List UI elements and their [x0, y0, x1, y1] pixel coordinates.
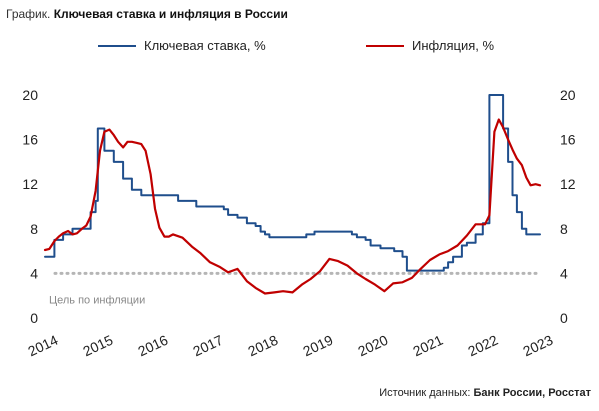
source-note: Источник данных: Банк России, Росстат: [379, 387, 591, 399]
y-tick-right: 4: [560, 265, 568, 281]
x-tick: 2015: [80, 332, 115, 360]
source-prefix: Источник данных:: [379, 387, 471, 399]
source-names: Банк России, Росстат: [473, 387, 591, 399]
y-tick-right: 12: [560, 176, 576, 192]
x-tick: 2021: [410, 332, 445, 360]
x-tick: 2014: [25, 332, 60, 360]
legend-label-inflation: Инфляция, %: [412, 38, 495, 53]
x-tick: 2023: [520, 332, 555, 360]
legend-label-key-rate: Ключевая ставка, %: [144, 38, 266, 53]
x-tick: 2018: [245, 332, 280, 360]
y-tick-left: 16: [22, 132, 38, 148]
chart-caption: График. Ключевая ставка и инфляция в Рос…: [6, 7, 288, 21]
y-tick-right: 8: [560, 221, 568, 237]
x-tick: 2019: [300, 332, 335, 360]
y-tick-left: 12: [22, 176, 38, 192]
inflation-series-line: [43, 118, 542, 295]
chart-title: Ключевая ставка и инфляция в России: [53, 7, 288, 21]
x-tick: 2020: [355, 332, 390, 360]
key-rate-series-line: [44, 94, 541, 272]
target-label: Цель по инфляции: [49, 294, 145, 306]
x-tick: 2016: [135, 332, 170, 360]
y-tick-left: 0: [30, 310, 38, 326]
y-tick-left: 4: [30, 265, 38, 281]
x-tick: 2017: [190, 332, 225, 360]
legend-item-inflation: Инфляция, %: [366, 38, 494, 53]
y-tick-right: 20: [560, 87, 576, 103]
legend-item-key-rate: Ключевая ставка, %: [98, 38, 266, 53]
legend-swatch-inflation: [366, 44, 404, 47]
y-tick-left: 8: [30, 221, 38, 237]
legend-swatch-key-rate: [98, 44, 136, 47]
y-tick-left: 20: [22, 87, 38, 103]
y-tick-right: 16: [560, 132, 576, 148]
chart-legend: Ключевая ставка, % Инфляция, %: [0, 38, 599, 58]
x-tick: 2022: [465, 332, 500, 360]
y-tick-right: 0: [560, 310, 568, 326]
caption-prefix: График.: [6, 7, 51, 21]
